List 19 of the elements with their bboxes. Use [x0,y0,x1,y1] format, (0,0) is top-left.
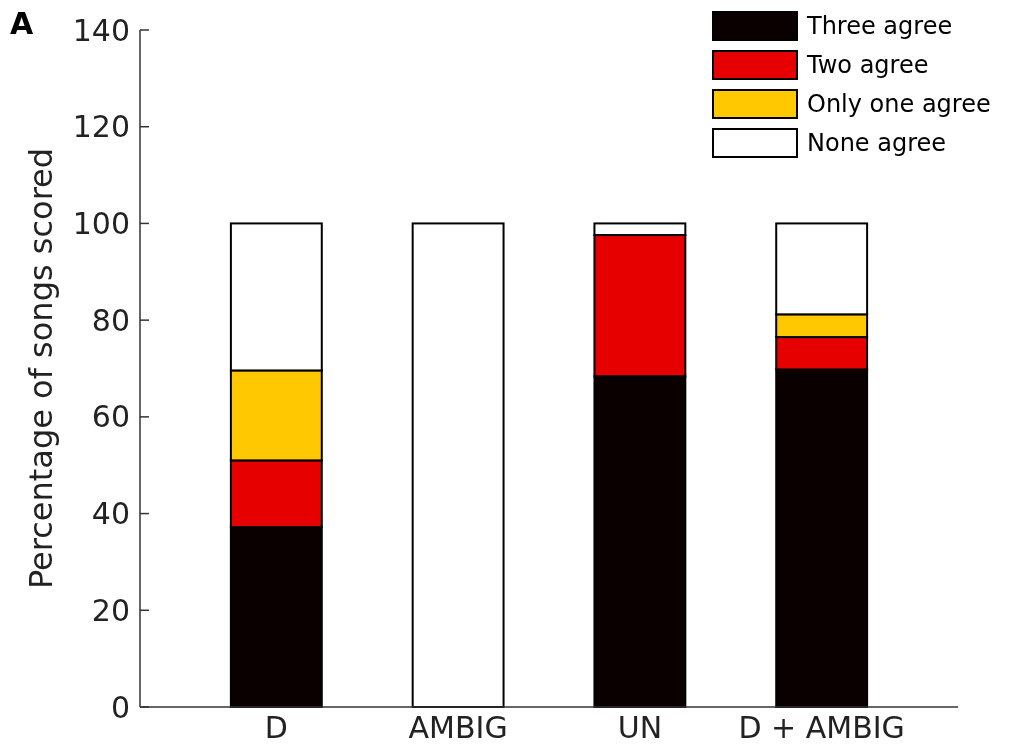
y-tick-label: 80 [91,302,130,338]
legend-label: Two agree [806,51,929,80]
text: A [10,6,34,41]
y-tick-label: 140 [72,12,130,48]
y-tick-label: 20 [91,592,130,628]
y-tick-label: 60 [91,399,130,435]
x-tick-label: AMBIG [408,710,508,745]
y-axis-title: Percentage of songs scored [22,147,60,590]
y-tick-label: 100 [72,205,130,241]
y-tick-label: 0 [110,689,130,725]
y-tick-label: 120 [72,109,130,145]
y-tick-label: 40 [91,496,130,532]
x-tick-label: D [264,710,288,745]
x-tick-label: UN [617,710,663,745]
bar [411,222,505,708]
legend-label: Only one agree [807,90,991,119]
legend-label: None agree [807,129,947,158]
x-tick-label: D + AMBIG [738,710,905,745]
legend-label: Three agree [806,12,953,41]
